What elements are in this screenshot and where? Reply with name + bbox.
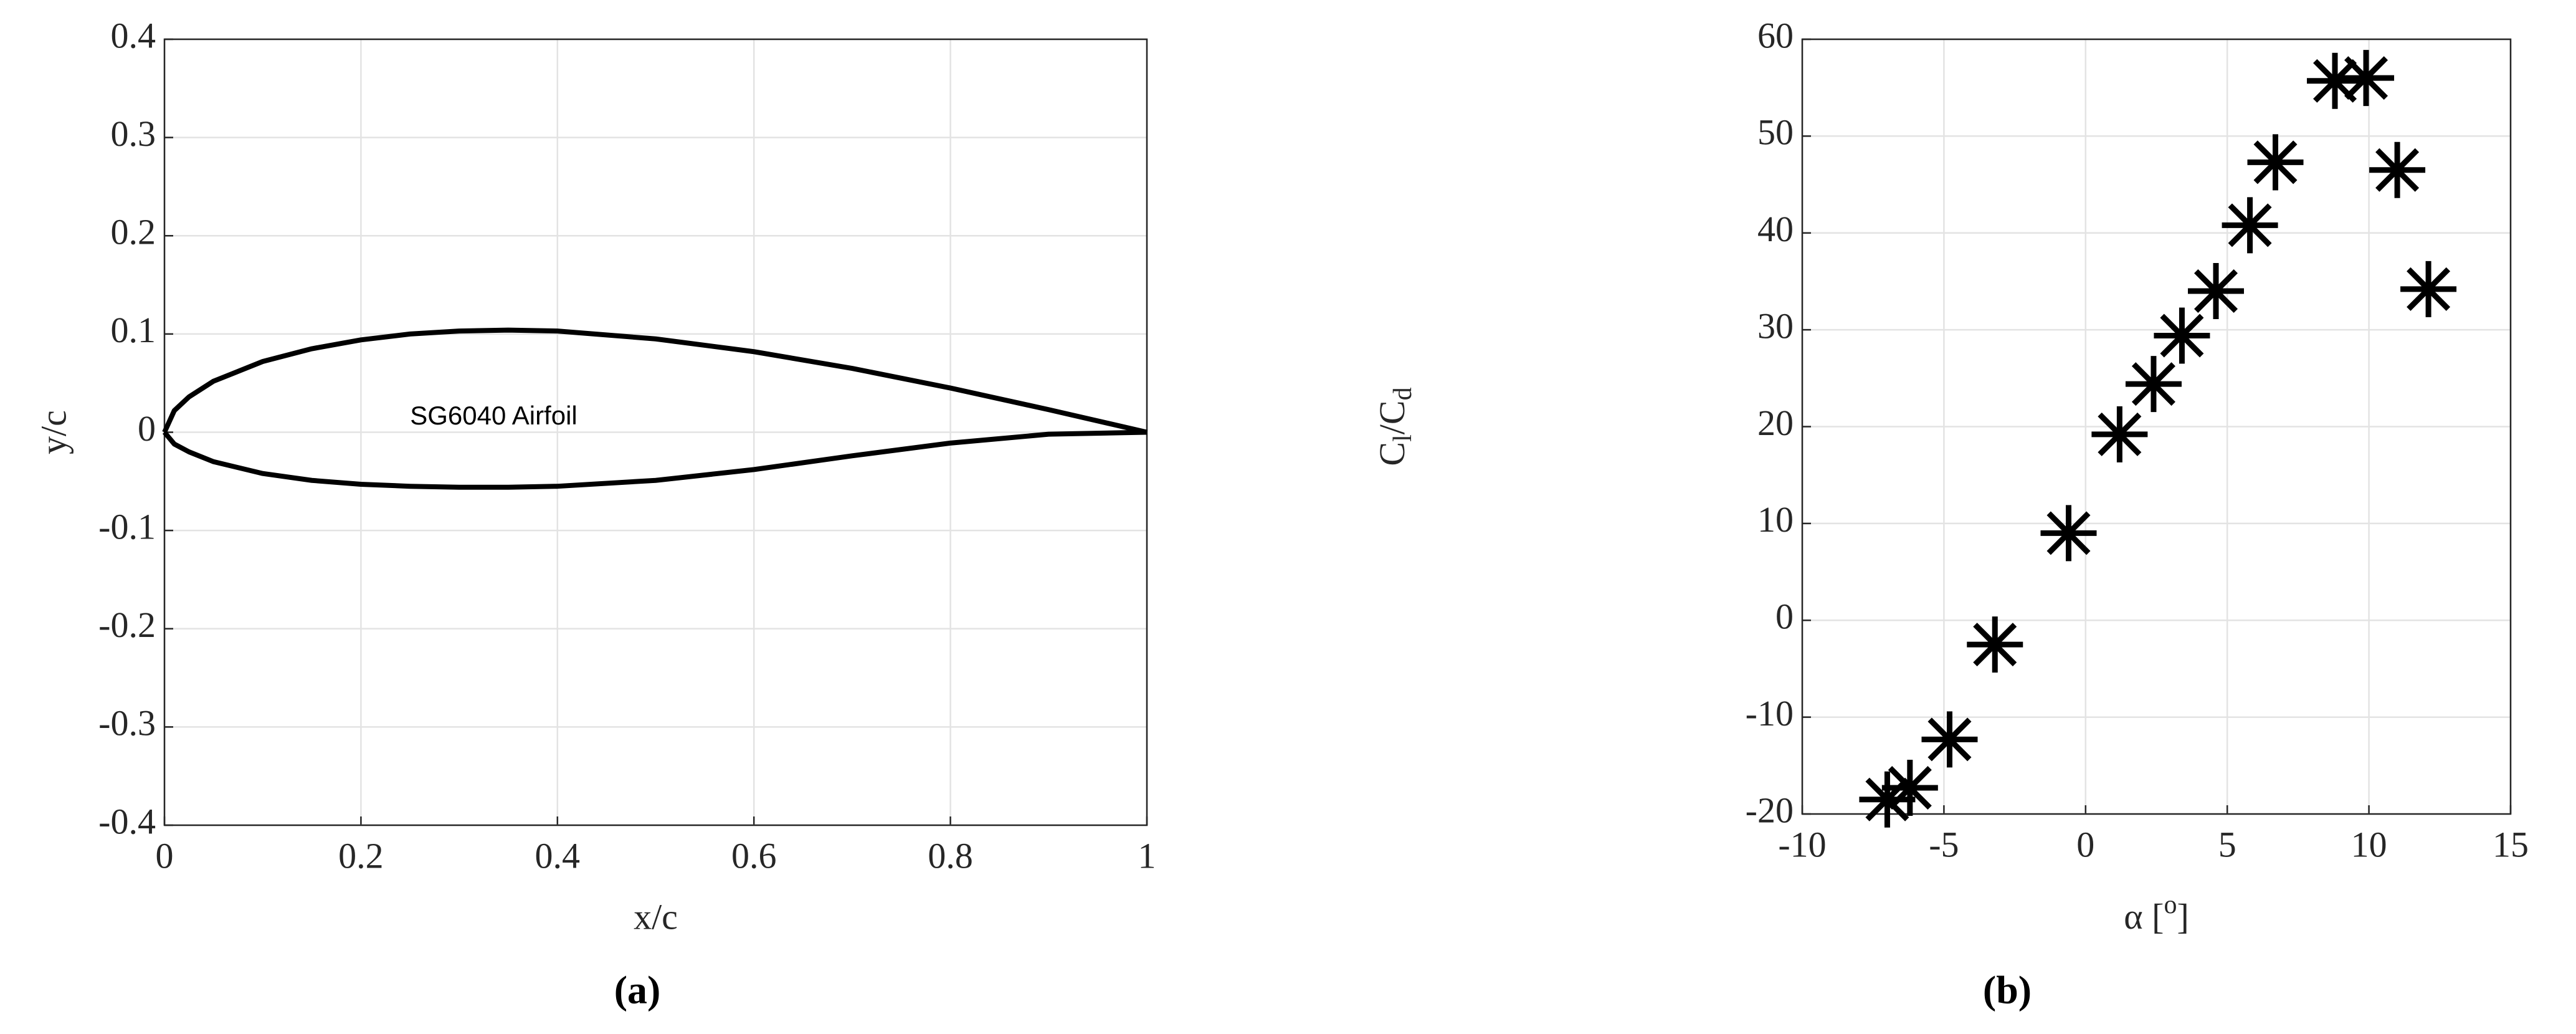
y-tick-label: 60	[1757, 15, 1794, 55]
y-axis-label: Cl/Cd	[1372, 387, 1417, 466]
asterisk-marker	[2247, 134, 2304, 191]
asterisk-marker	[2222, 197, 2278, 254]
airfoil-line	[162, 429, 1148, 490]
asterisk-marker	[2040, 505, 2097, 562]
asterisk-marker	[2400, 261, 2457, 317]
asterisk-marker	[1859, 771, 1916, 828]
annotation: SG6040 Airfoil	[410, 401, 577, 430]
x-axis-label-part: α [	[2124, 896, 2164, 937]
y-tick-label: 0.1	[111, 310, 156, 350]
y-tick-label: 20	[1757, 403, 1794, 443]
y-tick-label: 10	[1757, 499, 1794, 540]
asterisk-marker	[1921, 711, 1978, 768]
x-tick-label: -5	[1929, 824, 1959, 864]
y-tick-label: -0.4	[98, 801, 156, 841]
asterisk-marker	[2188, 262, 2245, 319]
x-tick-label: 1	[1138, 835, 1156, 876]
asterisk-marker	[2125, 356, 2182, 413]
x-tick-label: 0.4	[535, 835, 581, 876]
asterisk-marker	[1881, 760, 1938, 816]
y-axis-label-part: l	[1389, 434, 1417, 442]
x-tick-label: 15	[2493, 824, 2529, 864]
y-tick-label: -0.3	[98, 703, 156, 744]
y-tick-label: 30	[1757, 305, 1794, 346]
y-tick-label: 0	[138, 408, 156, 449]
panel-caption: (b)	[1983, 968, 2032, 1012]
x-tick-label: 0.6	[731, 835, 777, 876]
asterisk-marker	[2154, 307, 2210, 364]
y-tick-label: -0.2	[98, 605, 156, 645]
y-tick-label: 0.4	[111, 15, 156, 55]
plot-frame	[1801, 38, 2512, 815]
asterisk-marker	[2338, 50, 2395, 107]
y-tick-label: -0.1	[98, 506, 156, 547]
y-axis-label-part: d	[1389, 387, 1417, 400]
x-axis-label: x/c	[634, 896, 678, 937]
x-tick-label: 0.8	[928, 835, 973, 876]
x-tick-label: 0	[156, 835, 174, 876]
y-tick-label: 0.2	[111, 212, 156, 252]
x-axis-label: α [o]	[2124, 891, 2189, 937]
asterisk-marker	[2307, 52, 2364, 109]
asterisk-marker	[2369, 141, 2426, 198]
y-tick-label: 40	[1757, 209, 1794, 249]
y-tick-label: 50	[1757, 112, 1794, 153]
x-tick-label: 0.2	[338, 835, 384, 876]
y-tick-label: -20	[1746, 790, 1794, 830]
y-axis-label-part: C	[1372, 442, 1412, 466]
y-tick-label: -10	[1746, 693, 1794, 734]
asterisk-marker	[1967, 616, 2023, 673]
y-tick-label: 0	[1775, 596, 1794, 637]
x-axis-label-part: o	[2164, 891, 2177, 919]
airfoil-line	[162, 327, 1148, 435]
x-tick-label: 10	[2351, 824, 2387, 864]
x-tick-label: 0	[2076, 824, 2094, 864]
x-axis-label-part: ]	[2177, 896, 2189, 937]
x-tick-label: 5	[2218, 824, 2236, 864]
y-axis-label: y/c	[33, 410, 74, 454]
asterisk-marker	[2091, 406, 2148, 462]
y-axis-label-part: /C	[1372, 400, 1412, 434]
panel-caption: (a)	[614, 968, 661, 1012]
y-tick-label: 0.3	[111, 113, 156, 154]
x-tick-label: -10	[1778, 824, 1826, 864]
